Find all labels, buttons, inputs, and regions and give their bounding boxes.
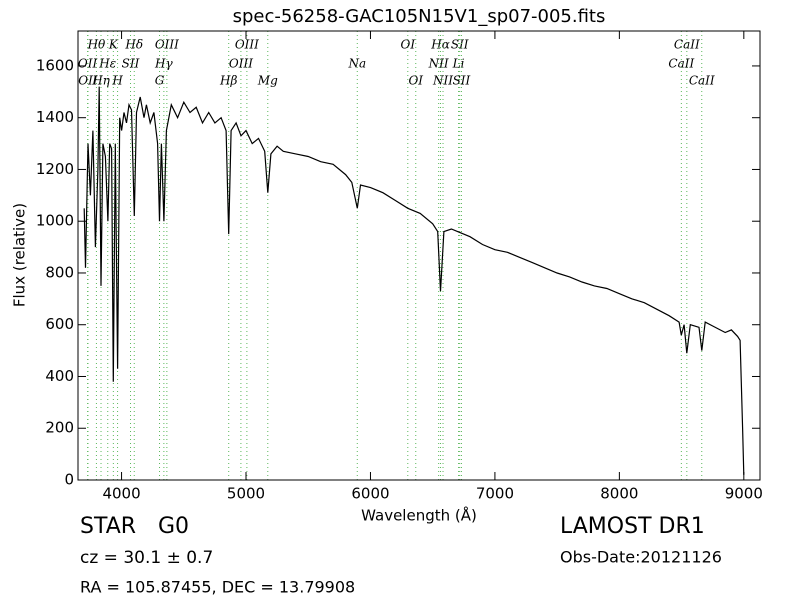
- line-marker-label: Hα: [430, 38, 450, 52]
- line-marker-label: OIII: [155, 38, 179, 52]
- y-tick-label: 800: [45, 263, 74, 281]
- obs-date: Obs-Date:20121126: [560, 548, 722, 567]
- x-tick-label: 8000: [600, 485, 638, 503]
- line-marker-label: Li: [452, 57, 465, 71]
- y-tick-label: 1600: [36, 56, 74, 74]
- spectrum-line: [83, 86, 745, 475]
- y-tick-label: 600: [45, 315, 74, 333]
- chart-title: spec-56258-GAC105N15V1_sp07-005.fits: [233, 6, 606, 27]
- line-marker-label: SII: [451, 38, 469, 52]
- y-tick-label: 1000: [36, 212, 74, 230]
- y-axis-label: Flux (relative): [11, 203, 29, 307]
- line-marker-label: Mg: [257, 74, 278, 88]
- line-marker-label: NII: [432, 74, 453, 88]
- line-marker-label: SII: [122, 57, 140, 71]
- x-tick-label: 7000: [476, 485, 514, 503]
- object-class: STAR: [80, 514, 136, 539]
- line-marker-label: NII: [428, 57, 449, 71]
- y-tick-label: 1200: [36, 160, 74, 178]
- line-marker-label: OIII: [229, 57, 253, 71]
- redshift: cz = 30.1 ± 0.7: [80, 548, 213, 568]
- x-tick-label: 5000: [227, 485, 265, 503]
- line-marker-label: OI: [401, 38, 416, 52]
- line-marker-label: Hδ: [124, 38, 143, 52]
- line-marker-label: CaII: [674, 38, 700, 52]
- line-marker-label: SII: [453, 74, 471, 88]
- coordinates: RA = 105.87455, DEC = 13.79908: [80, 578, 355, 597]
- line-marker-label: OII: [78, 74, 98, 88]
- x-tick-label: 4000: [102, 485, 140, 503]
- line-marker-label: Hγ: [154, 57, 173, 71]
- line-marker-label: Hη: [91, 74, 110, 88]
- line-marker-label: K: [108, 38, 119, 52]
- line-marker-label: Na: [347, 57, 366, 71]
- y-tick-label: 0: [64, 471, 74, 489]
- line-marker-label: H: [111, 74, 123, 88]
- object-subclass: G0: [158, 514, 189, 539]
- x-axis-label: Wavelength (Å): [361, 506, 477, 525]
- data-release: LAMOST DR1: [560, 514, 705, 539]
- line-marker-label: Hε: [98, 57, 116, 71]
- y-tick-label: 1400: [36, 108, 74, 126]
- plot-frame: [77, 30, 761, 481]
- line-marker-label: G: [155, 74, 165, 88]
- x-tick-label: 9000: [725, 485, 763, 503]
- y-tick-label: 400: [45, 367, 74, 385]
- line-marker-label: CaII: [668, 57, 694, 71]
- line-marker-label: CaII: [689, 74, 715, 88]
- line-marker-label: OIII: [235, 38, 259, 52]
- line-marker-label: OI: [408, 74, 423, 88]
- line-marker-label: Hβ: [219, 74, 237, 88]
- line-marker-label: Hθ: [87, 38, 106, 52]
- x-tick-label: 6000: [351, 485, 389, 503]
- y-tick-label: 200: [45, 419, 74, 437]
